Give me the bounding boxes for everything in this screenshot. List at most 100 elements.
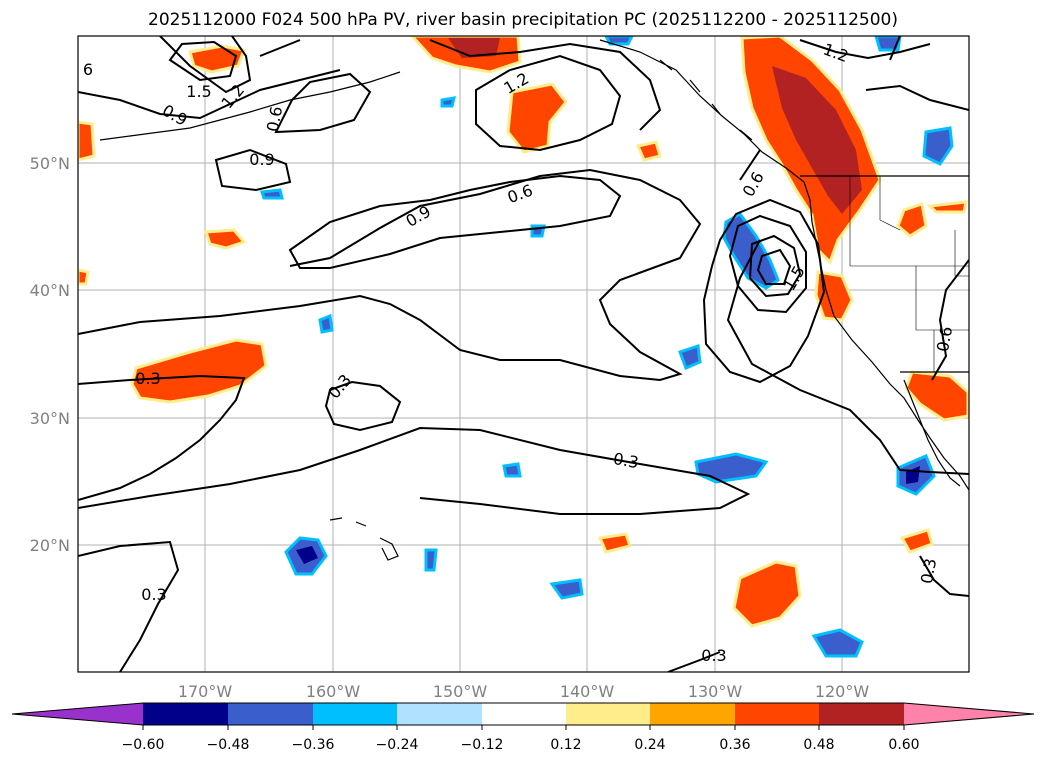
precip-blob-west-coast-core — [772, 66, 862, 214]
colorbar-segment — [482, 703, 566, 725]
contour-0.9-mid — [288, 174, 622, 269]
y-tick-label: 40°N — [30, 281, 70, 300]
baja-peninsula — [903, 379, 961, 487]
contour-1.2-ne — [799, 39, 931, 60]
contour-0.6-nw2 — [274, 72, 372, 134]
colorbar-segment — [566, 703, 650, 725]
contour-0.6-east — [931, 259, 969, 381]
x-tick-label: 170°W — [178, 682, 233, 701]
y-tick-label: 50°N — [30, 154, 70, 173]
precip-blob-small-a — [203, 228, 247, 250]
plot-frame — [77, 35, 970, 673]
precip-neg-mid-3 — [424, 548, 438, 572]
pv-contours — [78, 36, 969, 672]
contour-0.3-trough — [726, 239, 969, 475]
contour-label: 0.3 — [141, 585, 166, 604]
colorbar-segment — [143, 703, 228, 725]
x-tick-label: 120°W — [815, 682, 870, 701]
contour-label: 0.6 — [933, 325, 956, 353]
contour-1.2-nw — [159, 36, 252, 94]
figure-title: 2025112000 F024 500 hPa PV, river basin … — [148, 10, 898, 30]
contour-label: 1.5 — [186, 82, 211, 101]
contour-0.3-south — [78, 426, 751, 515]
contour-0.9-low — [728, 214, 807, 314]
precip-blob-small-d — [926, 200, 968, 214]
precip-blob-east-pacific-south — [732, 560, 802, 628]
contour-0.9-north — [78, 69, 341, 120]
colorbar-tick-label: 0.12 — [550, 737, 581, 753]
contour-label: 6 — [83, 60, 93, 79]
x-tick-label: 140°W — [560, 682, 615, 701]
precip-blob-west-edge-south — [78, 268, 90, 286]
colorbar-extend-min — [12, 703, 143, 725]
precip-blob-mexico-south — [899, 528, 934, 554]
x-axis-labels: 170°W 160°W 150°W 140°W 130°W 120°W — [178, 682, 870, 701]
contour-0.9-canada — [739, 149, 761, 181]
contour-0.6-nw — [259, 39, 301, 57]
colorbar-tick-label: 0.24 — [634, 737, 665, 753]
colorbar-segment — [313, 703, 397, 725]
contour-0.6-mid — [78, 168, 702, 382]
colorbar-segment — [650, 703, 735, 725]
precip-blob-subtropic-west — [130, 338, 268, 404]
colorbar-tick-label: 0.48 — [803, 737, 834, 753]
contour-0.3-se — [667, 651, 721, 672]
colorbar-tick-label: 0.36 — [719, 737, 750, 753]
positive-precip-anomalies — [78, 36, 969, 628]
colorbar-segment — [819, 703, 904, 725]
contour-0.6-ne — [865, 84, 969, 111]
negative-precip-anomalies — [259, 36, 954, 658]
contour-1.2-north — [475, 54, 622, 152]
contour-1.2-low — [748, 234, 802, 298]
precip-neg-mid-4 — [502, 462, 522, 478]
precip-blob-gulf-alaska — [506, 82, 568, 154]
contour-label: 0.9 — [249, 150, 274, 169]
colorbar: −0.60 −0.48 −0.36 −0.24 −0.12 0.12 0.24 … — [11, 702, 1035, 753]
colorbar-ticks — [142, 725, 905, 730]
colorbar-segment — [397, 703, 482, 725]
y-tick-label: 20°N — [30, 536, 70, 555]
colorbar-tick-label: −0.60 — [122, 737, 165, 753]
contour-0.3-sw — [78, 540, 180, 672]
contour-label: 0.6 — [263, 105, 286, 133]
precip-blob-small-b — [635, 140, 662, 162]
contour-0.6-lowcenter — [702, 198, 826, 384]
state-lines — [849, 176, 969, 372]
precip-neg-mid-2 — [549, 578, 584, 600]
precip-blob-west-edge — [78, 120, 96, 162]
precip-blob-hawaii-east — [597, 532, 632, 554]
precip-neg-canada — [922, 126, 954, 166]
x-tick-label: 160°W — [306, 682, 361, 701]
coastlines — [99, 39, 969, 561]
x-tick-label: 150°W — [433, 682, 488, 701]
colorbar-tick-label: −0.24 — [376, 737, 419, 753]
precip-neg-mid-5 — [318, 313, 334, 334]
contour-0.9-ne — [889, 36, 901, 61]
colorbar-tick-label: −0.36 — [292, 737, 335, 753]
contour-0.3-mex — [919, 555, 969, 597]
precip-neg-canada-north — [874, 36, 902, 52]
precip-neg-hawaii-west-core — [296, 546, 318, 564]
precip-neg-mid-1 — [678, 343, 702, 370]
contour-1.5-low — [756, 248, 792, 285]
contour-0.3-loop — [324, 380, 402, 432]
precip-neg-south — [811, 628, 864, 658]
x-tick-label: 130°W — [688, 682, 743, 701]
colorbar-extend-max — [904, 703, 1034, 725]
colorbar-segment — [228, 703, 313, 725]
contour-0.3-west — [78, 374, 246, 501]
colorbar-tick-label: −0.12 — [461, 737, 504, 753]
precip-neg-mid-8 — [440, 96, 457, 108]
hawaii-islands — [329, 517, 399, 561]
aleutian-islands — [99, 71, 401, 141]
precip-neg-gulf-small — [604, 36, 634, 46]
precip-neg-mid-6 — [259, 188, 284, 200]
contour-0.9-loop2 — [214, 148, 292, 192]
canada-islands — [659, 59, 753, 141]
contour-label: 0.3 — [612, 449, 640, 472]
y-tick-label: 30°N — [30, 409, 70, 428]
colorbar-segment — [735, 703, 819, 725]
contour-label: 0.3 — [135, 369, 160, 388]
colorbar-tick-label: 0.60 — [888, 737, 919, 753]
y-axis-labels: 50°N 40°N 30°N 20°N — [30, 154, 70, 555]
